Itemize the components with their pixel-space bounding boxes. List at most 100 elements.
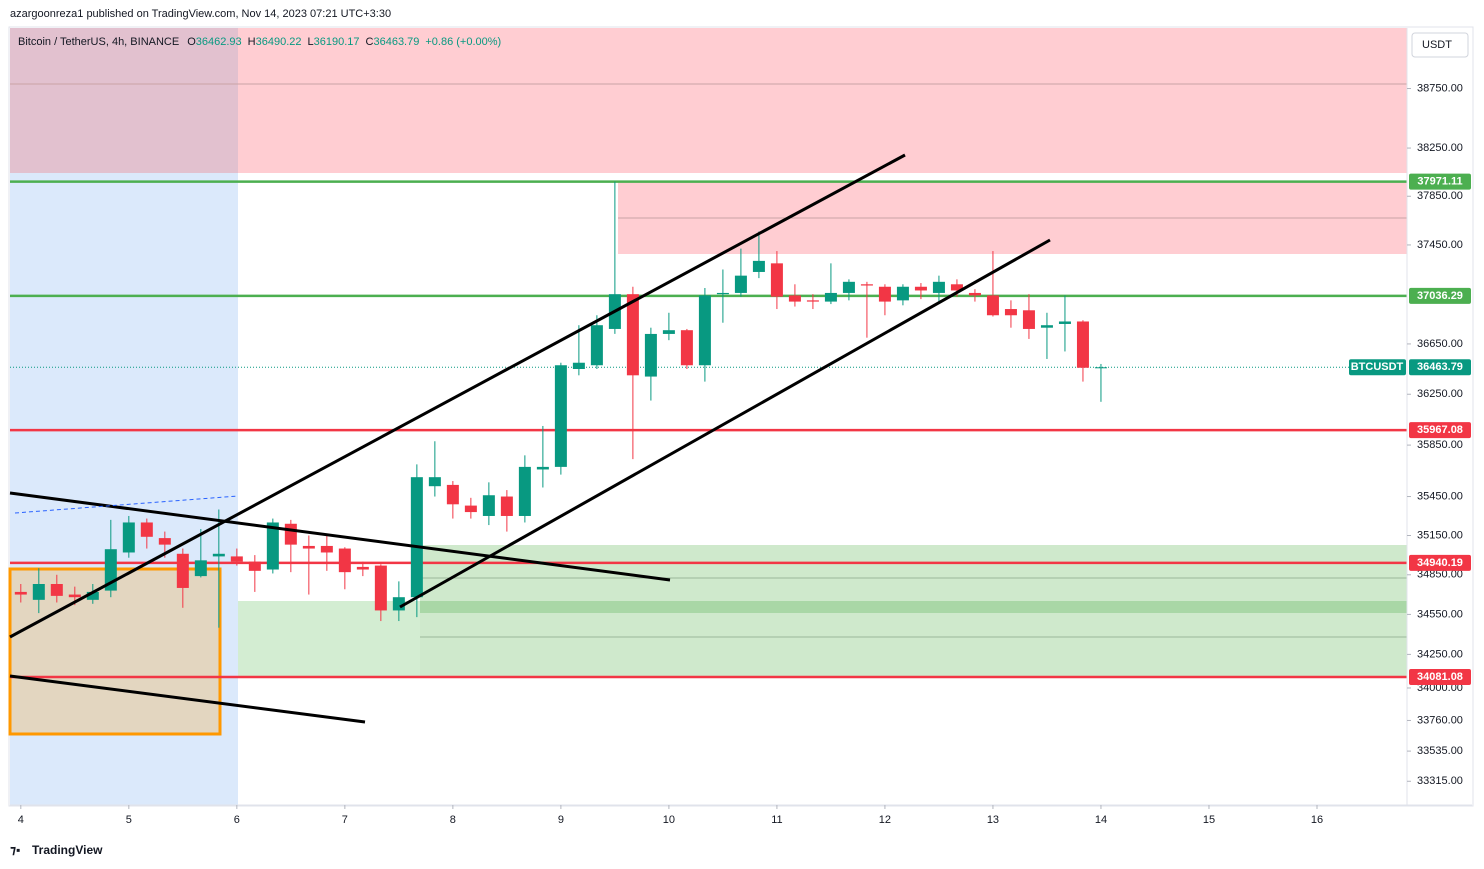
level-label: 34940.19 [1417,557,1463,569]
candle-body [770,263,783,297]
candle-body [410,477,423,598]
candle-body [1022,310,1035,329]
frame [8,26,1474,807]
candle-body [1076,321,1089,368]
legend-low: 36190.17 [314,36,360,48]
brand: TradingView [32,843,103,857]
x-tick-label: 4 [18,814,24,826]
candle-body [194,560,207,577]
candle-body [338,548,351,573]
x-tick-label: 6 [234,814,240,826]
y-tick-label: 35850.00 [1417,439,1463,451]
level-label: 35967.08 [1417,424,1463,436]
legend-open: 36462.93 [196,36,242,48]
axis-labels: 38750.00 38250.00 37850.00 37450.00 36650.00… [18,82,1471,826]
candle-body [482,495,495,516]
candle-body [320,545,333,553]
legend-high: 36490.22 [256,36,302,48]
current-price-box [1409,359,1471,376]
candle-body [662,330,675,334]
candle-body [554,365,567,467]
candle-body [680,330,693,366]
candle-body [230,556,243,562]
currency-button[interactable] [1411,32,1469,58]
candle-body [1040,325,1053,328]
dashed-line [14,495,239,514]
candle-body [32,584,45,600]
candle-body [914,286,927,291]
x-tick-label: 14 [1095,814,1107,826]
x-tick-label: 9 [558,814,564,826]
candle-body [968,292,981,296]
descending-line [9,674,366,724]
ticker-box [1349,359,1406,376]
resistance-zone [10,28,1407,173]
candle-body [626,294,639,376]
level-label-box [1409,422,1471,439]
y-tick-label: 35450.00 [1417,490,1463,502]
y-tick-label: 38250.00 [1417,142,1463,154]
candle-body [50,584,63,596]
candle-body [572,362,585,370]
candle-body [752,260,765,272]
trendlines [9,153,1051,724]
candle-body [896,286,909,301]
ticker-label: BTCUSDT [1351,361,1404,373]
candle-body [734,275,747,293]
drawings [8,28,1407,805]
demand-band [420,601,1407,613]
y-tick-label: 33760.00 [1417,714,1463,726]
candle-body [806,300,819,302]
candle-body [86,591,99,600]
level-label: 37036.29 [1417,290,1463,302]
candle-body [140,522,153,537]
symbol: Bitcoin / TetherUS, 4h, BINANCE [18,36,179,48]
candle-body [374,565,387,611]
candle-body [14,591,27,595]
x-tick-label: 16 [1311,814,1323,826]
x-tick-label: 8 [450,814,456,826]
level-label-box [1409,287,1471,304]
channel-upper [9,153,906,639]
x-tick-label: 10 [663,814,675,826]
x-tick-label: 11 [771,814,782,826]
currency[interactable]: USDT [1422,39,1452,51]
candle-body [698,295,711,366]
range-box [8,567,222,736]
legend-change: +0.86 (+0.00%) [425,36,501,48]
candle-body [176,553,189,588]
candle-body [302,545,315,549]
candle-body [986,295,999,316]
candle-body [716,292,729,295]
y-tick-label: 33535.00 [1417,745,1463,757]
candle-body [590,325,603,366]
y-tick-label: 35150.00 [1417,529,1463,541]
candle-body [500,496,513,516]
candle-body [266,522,279,570]
candle-body [356,566,369,570]
y-tick-label: 36650.00 [1417,338,1463,350]
current-price-label: 36463.79 [1417,361,1463,373]
candle-body [464,505,477,513]
legend: Bitcoin / TetherUS, 4h, BINANCE O36462.93… [18,36,501,48]
candle-body [842,281,855,293]
y-tick-label: 37850.00 [1417,190,1463,202]
level-label-box [1409,669,1471,686]
level-label-box [1409,173,1471,190]
candle-body [788,295,801,302]
legend-close: 36463.79 [373,36,419,48]
candle-body [932,281,945,293]
levels [10,180,1407,679]
candle-body [824,292,837,302]
candle-body [1094,367,1107,369]
candle-body [446,484,459,505]
level-label: 37971.11 [1417,176,1462,188]
candle-body [122,522,135,553]
candle-body [536,466,549,470]
channel-lower [399,238,1051,609]
x-tick-label: 7 [342,814,348,826]
candles [14,181,1107,628]
y-tick-label: 38750.00 [1417,82,1463,94]
level-label: 34081.08 [1417,671,1463,683]
